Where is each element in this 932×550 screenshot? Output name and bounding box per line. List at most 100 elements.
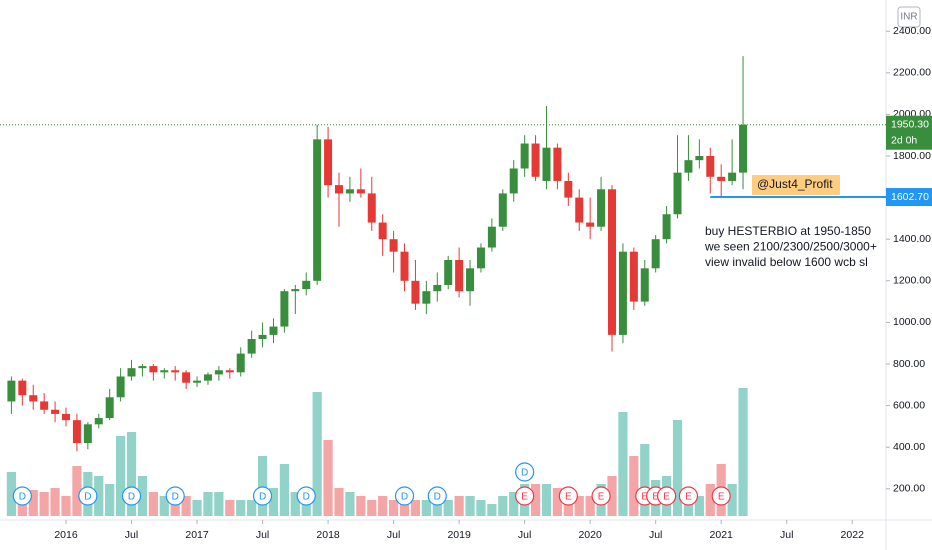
- candle-body: [18, 380, 27, 396]
- volume-bar: [585, 496, 595, 516]
- volume-bar: [487, 504, 497, 516]
- candle-body: [367, 193, 376, 223]
- candle-body: [182, 372, 191, 383]
- candle-body: [225, 370, 234, 373]
- volume-bar: [61, 496, 71, 516]
- event-marker: [711, 486, 731, 506]
- candle-body: [302, 280, 311, 290]
- volume-bar: [105, 484, 115, 516]
- volume-bar: [629, 456, 639, 516]
- event-marker: [591, 486, 611, 506]
- event-label: E: [718, 492, 725, 503]
- event-marker: [121, 486, 142, 506]
- x-tick-label: Jul: [518, 529, 531, 541]
- candle-body: [651, 239, 660, 269]
- x-tick-label: Jul: [387, 529, 400, 541]
- volume-bar: [279, 464, 289, 516]
- volume-bar: [432, 496, 442, 516]
- volume-bar: [6, 472, 17, 516]
- candle-body: [411, 280, 420, 304]
- event-label: E: [565, 492, 572, 503]
- volume-bar: [574, 496, 584, 516]
- candle-body: [433, 284, 442, 292]
- volume-bar: [257, 456, 268, 516]
- y-tick-label: 2200.00: [893, 67, 931, 79]
- event-marker: [296, 486, 316, 506]
- candle-body: [728, 172, 737, 181]
- currency: INR: [900, 12, 917, 23]
- candle-body: [509, 168, 518, 194]
- candle-body: [51, 409, 60, 414]
- volume-bar: [334, 488, 344, 516]
- y-tick-label: 1400.00: [893, 233, 931, 245]
- candle-body: [193, 380, 202, 383]
- candle-body: [160, 370, 169, 373]
- candle-body: [684, 160, 693, 173]
- candle-body: [739, 124, 748, 173]
- event-label: D: [303, 492, 310, 503]
- level-box: [886, 188, 932, 207]
- volume-bar: [28, 490, 38, 516]
- volume-bar: [39, 492, 49, 516]
- candle-body: [422, 291, 431, 304]
- x-tick-label: Jul: [125, 529, 138, 541]
- candle-body: [291, 289, 300, 292]
- candle-body: [400, 251, 409, 281]
- candle-body: [629, 251, 638, 302]
- candle-body: [214, 370, 223, 375]
- candle-body: [62, 413, 70, 421]
- candle-body: [236, 353, 245, 373]
- event-marker: [394, 486, 415, 506]
- candle-body: [269, 326, 278, 335]
- volume-bar: [640, 444, 650, 516]
- volume-bar: [476, 500, 486, 516]
- candle-body: [94, 418, 103, 425]
- candle-body: [203, 374, 212, 381]
- volume-bar: [443, 500, 453, 516]
- volume-bar: [116, 436, 126, 516]
- candle-body: [597, 189, 606, 227]
- candle-body: [520, 143, 529, 169]
- candle-body: [83, 424, 92, 444]
- event-label: D: [401, 492, 408, 503]
- candle-body: [498, 193, 507, 227]
- candle-body: [531, 143, 540, 177]
- candle-body: [618, 251, 627, 335]
- y-tick-label: 600.00: [893, 399, 925, 411]
- candle-body: [640, 268, 649, 302]
- volume-bar: [181, 496, 191, 516]
- x-tick-label: 2020: [578, 529, 602, 541]
- candle-body: [476, 247, 485, 269]
- volume-bar: [618, 412, 628, 516]
- volume-bar: [454, 496, 464, 516]
- candle-body: [455, 260, 464, 292]
- event-label: E: [641, 492, 648, 503]
- event-label: E: [598, 492, 605, 503]
- volume-bar: [705, 484, 715, 516]
- candle-body: [695, 156, 704, 161]
- volume-bar: [225, 500, 235, 516]
- x-tick-label: Jul: [649, 529, 662, 541]
- candle-body: [138, 366, 147, 369]
- event-marker: [558, 486, 578, 506]
- volume-bar: [290, 492, 300, 516]
- volume-bar: [399, 498, 410, 516]
- countdown-label: 2d 0h: [891, 135, 917, 147]
- event-label: D: [434, 492, 441, 503]
- x-tick-label: 2018: [316, 529, 340, 541]
- candle-body: [171, 370, 180, 373]
- y-tick-label: 1800.00: [893, 150, 931, 162]
- volume-bar: [694, 496, 704, 516]
- last-price-label: 1950.30: [891, 119, 929, 131]
- author: @Just4_Profit: [757, 177, 833, 191]
- candle-body: [127, 368, 136, 377]
- event-label: D: [521, 468, 528, 479]
- volume-bar: [236, 500, 246, 516]
- event-marker: [78, 486, 98, 506]
- candle-body: [356, 189, 365, 194]
- volume-bar: [312, 392, 322, 516]
- event-marker: [165, 486, 185, 506]
- volume-bar: [563, 500, 573, 516]
- volume-bar: [203, 492, 213, 516]
- currency-box[interactable]: [897, 6, 921, 28]
